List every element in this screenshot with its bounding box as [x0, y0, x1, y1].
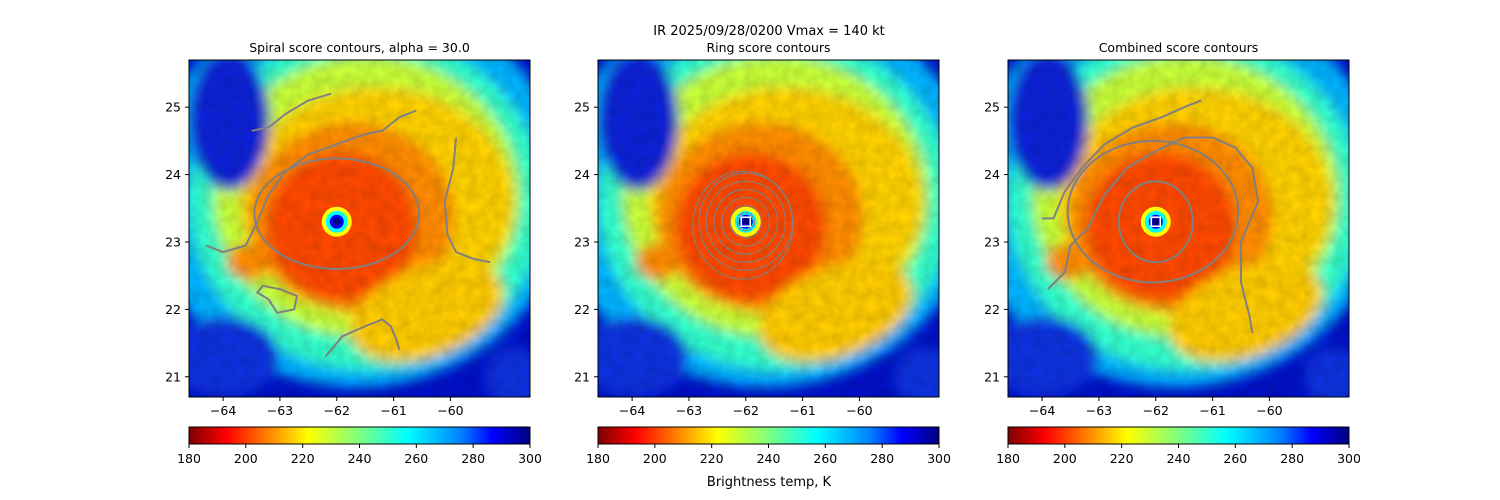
ir-image [598, 60, 939, 397]
x-tick-label: −64 [210, 403, 236, 418]
colorbar-tick-label: 180 [996, 451, 1020, 466]
colorbar-gradient [597, 426, 940, 445]
score-contours [692, 170, 794, 280]
y-tick-label: 25 [984, 100, 1000, 115]
y-tick-label: 23 [165, 234, 181, 249]
colorbar-tick-label: 200 [1053, 451, 1077, 466]
axes-frame [1007, 59, 1350, 398]
x-tick-label: −61 [789, 403, 815, 418]
colorbar-tick-label: 300 [1337, 451, 1361, 466]
colorbar-tick-label: 180 [177, 451, 201, 466]
colorbar-tick-label: 220 [291, 451, 315, 466]
panels: Spiral score contours, alpha = 30.0 −64 −6… [165, 40, 1350, 418]
contour-line [205, 109, 417, 254]
x-tick-label: −62 [733, 403, 759, 418]
contour-ring [721, 196, 771, 247]
x-tick-label: −60 [1256, 403, 1282, 418]
y-tick-label: 22 [984, 302, 1000, 317]
y-tick-label: 25 [574, 100, 590, 115]
colorbar-tick-label: 260 [1223, 451, 1247, 466]
contour-line [324, 318, 401, 358]
y-tick-label: 24 [984, 167, 1000, 182]
x-tick-label: −63 [1086, 403, 1112, 418]
colorbar-tick-label: 200 [234, 451, 258, 466]
colorbar-tick-label: 220 [1110, 451, 1134, 466]
y-tick-label: 22 [574, 302, 590, 317]
colorbar-tick-label: 280 [1280, 451, 1304, 466]
contour-ring [1066, 139, 1240, 284]
y-tick-label: 23 [574, 234, 590, 249]
colorbar-1: 180 200 220 240 260 280 300 [177, 426, 542, 466]
colorbar-tick-label: 240 [757, 451, 781, 466]
contour-line [251, 92, 332, 132]
axes-frame [597, 59, 940, 398]
colorbar-tick-label: 280 [870, 451, 894, 466]
y-tick-label: 22 [165, 302, 181, 317]
colorbar-tick-label: 300 [927, 451, 951, 466]
center-marker [740, 216, 752, 228]
colorbar-tick-label: 200 [643, 451, 667, 466]
x-tick-label: −61 [1199, 403, 1225, 418]
x-tick-label: −61 [380, 403, 406, 418]
contour-line [1042, 99, 1202, 220]
x-tick-label: −62 [1143, 403, 1169, 418]
y-tick-label: 24 [165, 167, 181, 182]
contour-ring [713, 188, 779, 255]
colorbar-gradient [1007, 426, 1350, 445]
colorbars: 180 200 220 240 260 280 300 180 200 220 240 260 280 3… [177, 426, 1361, 466]
y-tick-label: 23 [984, 234, 1000, 249]
contour-line [256, 284, 298, 314]
x-tick-label: −63 [676, 403, 702, 418]
axes-frame [188, 59, 531, 398]
y-tick-label: 25 [165, 100, 181, 115]
center-marker [1150, 216, 1162, 228]
contour-ring [1117, 180, 1194, 264]
colorbar-tick-label: 300 [518, 451, 542, 466]
contour-line [1047, 136, 1260, 334]
figure-suptitle: IR 2025/09/28/0200 Vmax = 140 kt [653, 24, 884, 39]
contour-ring [705, 180, 787, 263]
colorbar-2: 180 200 220 240 260 280 300 [586, 426, 951, 466]
x-tick-label: −62 [324, 403, 350, 418]
colorbar-gradient [188, 426, 531, 445]
x-tick-label: −63 [267, 403, 293, 418]
colorbar-tick-label: 220 [700, 451, 724, 466]
y-tick-label: 24 [574, 167, 590, 182]
contour-ring [729, 204, 763, 239]
score-contours [205, 92, 491, 358]
panel-title: Spiral score contours, alpha = 30.0 [249, 40, 470, 55]
score-contours [1042, 99, 1260, 334]
panel-2: Ring score contours −64 −63 −62 −61 −60 21 22 23… [574, 40, 940, 418]
x-tick-label: −64 [619, 403, 645, 418]
colorbar-tick-label: 180 [586, 451, 610, 466]
contour-ring [253, 157, 421, 270]
y-tick-label: 21 [165, 369, 181, 384]
panel-3: Combined score contours −64 −63 −62 −61 −60 21… [984, 40, 1350, 418]
contour-line [443, 137, 491, 264]
x-tick-label: −60 [437, 403, 463, 418]
y-tick-label: 21 [984, 369, 1000, 384]
colorbar-tick-label: 240 [1167, 451, 1191, 466]
colorbar-tick-label: 260 [404, 451, 428, 466]
ir-image [189, 60, 530, 397]
colorbar-label: Brightness temp, K [707, 475, 832, 490]
y-tick-label: 21 [574, 369, 590, 384]
ir-image [1008, 60, 1349, 397]
colorbar-tick-label: 280 [461, 451, 485, 466]
contour-ring [736, 212, 755, 232]
panel-title: Combined score contours [1099, 40, 1259, 55]
colorbar-tick-label: 240 [348, 451, 372, 466]
x-tick-label: −64 [1029, 403, 1055, 418]
x-tick-label: −60 [846, 403, 872, 418]
panel-1: Spiral score contours, alpha = 30.0 −64 −6… [165, 40, 531, 418]
colorbar-3: 180 200 220 240 260 280 300 [996, 426, 1361, 466]
colorbar-tick-label: 260 [813, 451, 837, 466]
panel-title: Ring score contours [706, 40, 830, 55]
contour-ring [692, 170, 794, 280]
